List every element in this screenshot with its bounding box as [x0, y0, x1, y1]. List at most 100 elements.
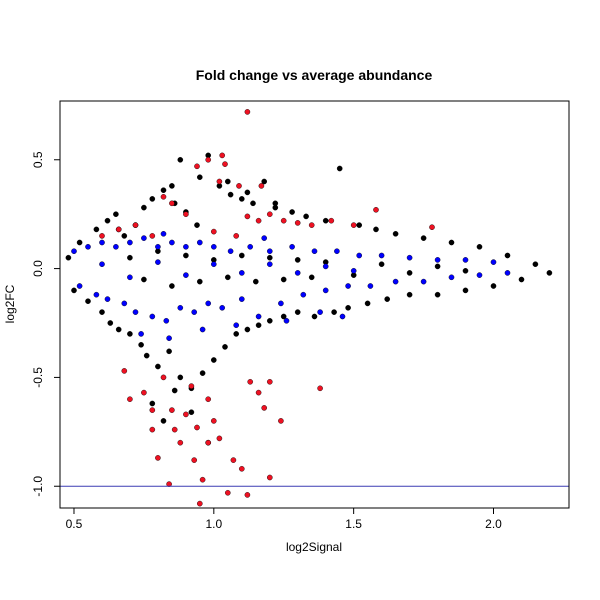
- data-point: [252, 278, 259, 285]
- data-point: [322, 287, 329, 294]
- data-point: [272, 200, 279, 207]
- data-point: [115, 226, 122, 233]
- data-point: [115, 326, 122, 333]
- chart-title: Fold change vs average abundance: [196, 67, 433, 83]
- data-point: [350, 222, 357, 228]
- data-point: [138, 341, 144, 348]
- data-point: [384, 296, 391, 302]
- data-point: [283, 317, 290, 324]
- data-point: [420, 235, 427, 241]
- data-point: [434, 291, 441, 298]
- data-point: [278, 300, 284, 307]
- data-point: [406, 270, 413, 276]
- data-point: [373, 206, 379, 213]
- data-point: [244, 109, 251, 115]
- data-point: [350, 267, 357, 274]
- data-point: [266, 248, 273, 254]
- data-point: [532, 261, 539, 268]
- data-point: [255, 217, 262, 224]
- data-point: [336, 165, 343, 172]
- data-point: [462, 287, 469, 294]
- data-point: [345, 304, 351, 311]
- data-point: [311, 248, 318, 254]
- data-point: [227, 248, 234, 254]
- data-point: [210, 357, 217, 363]
- data-point: [183, 411, 189, 418]
- data-point: [177, 439, 184, 446]
- data-point: [196, 174, 203, 180]
- data-point: [289, 209, 295, 215]
- data-point: [166, 335, 172, 342]
- data-point: [121, 300, 128, 307]
- data-point: [183, 272, 189, 278]
- data-point: [233, 331, 239, 337]
- data-point: [216, 435, 223, 442]
- data-point: [99, 239, 105, 246]
- data-point: [188, 383, 195, 389]
- data-point: [261, 405, 268, 411]
- data-point: [155, 363, 161, 370]
- data-point: [169, 407, 175, 413]
- data-point: [113, 211, 119, 217]
- data-point: [294, 257, 301, 263]
- data-point: [317, 309, 323, 315]
- data-point: [406, 291, 413, 298]
- data-point: [373, 226, 379, 233]
- data-point: [141, 389, 147, 396]
- data-point: [196, 278, 203, 285]
- data-point: [149, 400, 156, 407]
- data-point: [255, 313, 262, 320]
- data-point: [504, 252, 511, 259]
- data-point: [420, 278, 427, 285]
- data-point: [490, 283, 497, 289]
- data-point: [406, 254, 413, 261]
- data-point: [434, 257, 441, 263]
- data-point: [149, 313, 156, 320]
- data-point: [334, 248, 340, 254]
- data-point: [141, 276, 147, 283]
- data-point: [280, 217, 287, 224]
- data-point: [71, 248, 77, 254]
- data-point: [345, 283, 351, 289]
- data-point: [85, 298, 91, 305]
- data-point: [141, 204, 147, 211]
- data-point: [518, 276, 525, 283]
- data-point: [160, 230, 167, 237]
- data-point: [183, 252, 189, 259]
- data-point: [224, 178, 231, 185]
- data-point: [191, 309, 197, 315]
- data-point: [169, 283, 175, 289]
- data-point: [169, 239, 175, 246]
- data-point: [194, 163, 200, 170]
- x-tick-label: 2.0: [485, 517, 502, 531]
- data-point: [160, 187, 167, 193]
- data-point: [244, 492, 251, 498]
- data-point: [210, 228, 217, 235]
- data-point: [294, 220, 301, 226]
- data-point: [378, 252, 385, 259]
- data-point: [224, 489, 231, 496]
- data-point: [303, 213, 309, 220]
- data-point: [199, 326, 206, 333]
- data-point: [266, 254, 273, 261]
- data-point: [171, 387, 178, 394]
- data-point: [121, 233, 128, 239]
- data-point: [183, 211, 189, 217]
- data-point: [76, 239, 83, 246]
- series-0: [65, 152, 553, 446]
- data-point: [266, 317, 273, 324]
- data-point: [490, 259, 497, 265]
- data-point: [113, 243, 119, 250]
- data-point: [127, 331, 133, 337]
- data-point: [160, 193, 167, 200]
- data-point: [322, 263, 329, 270]
- data-point: [476, 243, 483, 250]
- data-point: [247, 243, 253, 250]
- data-point: [183, 243, 189, 250]
- data-point: [244, 326, 251, 333]
- data-point: [99, 233, 105, 239]
- data-point: [155, 259, 161, 265]
- data-point: [149, 196, 156, 202]
- data-point: [367, 283, 374, 289]
- data-point: [233, 322, 239, 329]
